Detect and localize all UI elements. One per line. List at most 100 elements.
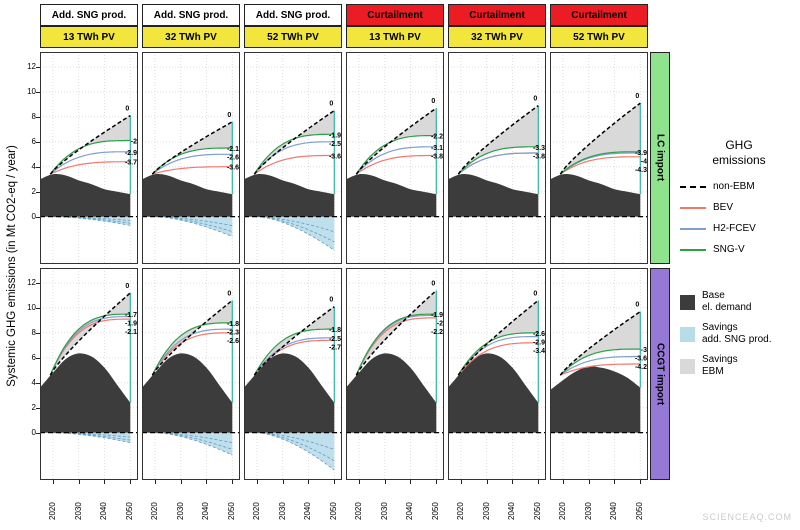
panel-border <box>244 52 342 264</box>
x-tick-label: 2050 <box>125 502 135 520</box>
legend-fill-item: Savings EBM <box>680 354 798 378</box>
x-tick-mark <box>308 480 310 484</box>
ebm-savings-area <box>458 105 539 175</box>
facet-strip-scenario-c3: Add. SNG prod. <box>244 4 342 26</box>
x-tick-mark <box>384 480 386 484</box>
bev-line <box>560 363 641 376</box>
base-demand-area <box>346 173 437 217</box>
y-tick-label: 10 <box>27 302 36 312</box>
legend-line-entries: non-EBM BEV H2-FCEV SNG-V <box>680 181 798 256</box>
annotation-saving: -2.1 <box>227 146 239 153</box>
h2fcev-line <box>355 146 437 175</box>
x-tick-mark <box>282 480 284 484</box>
annotation-saving: -2.7 <box>329 344 341 351</box>
h2fcev-line <box>151 153 233 175</box>
facet-strip-scenario-c6: Curtailment <box>550 4 648 26</box>
y-tick-mark <box>36 91 40 93</box>
sngv-line <box>559 151 641 175</box>
legend-fill-label: Savings add. SNG prod. <box>702 322 772 345</box>
h2fcev-line <box>49 151 131 175</box>
panel-plot: 0 -1.9 -2-2.2 <box>346 268 444 480</box>
panel-r1-c3: 0 -1.9 -2.5 -3.6 <box>244 52 342 264</box>
annotation-saving: -3.9 <box>635 150 647 157</box>
annotation-saving: -2.9 <box>125 150 137 157</box>
x-tick-mark <box>180 480 182 484</box>
annotation-saving: -1.9 <box>431 312 443 319</box>
x-tick-mark <box>460 480 462 484</box>
legend-line-sample-icon <box>680 207 706 209</box>
h2fcev-line <box>253 337 335 376</box>
non-ebm-line <box>355 289 437 376</box>
annotation-saving: -2.9 <box>533 339 545 346</box>
x-tick-mark <box>206 480 208 484</box>
x-tick-mark <box>232 480 234 484</box>
legend-series-label: BEV <box>713 202 734 213</box>
sng-savings-line <box>256 216 335 243</box>
y-tick-label: 4 <box>31 161 36 171</box>
legend-line-sample-icon <box>680 249 706 251</box>
y-tick-mark <box>36 282 40 284</box>
annotation-saving: -4 <box>641 158 647 165</box>
ebm-savings-area <box>560 103 641 175</box>
facet-strip-pv-c1: 13 TWh PV <box>40 26 138 48</box>
x-tick-label: 2050 <box>329 502 339 520</box>
y-tick-mark <box>36 166 40 168</box>
sngv-line <box>49 313 131 376</box>
facet-strip-scenario-c4: Curtailment <box>346 4 444 26</box>
x-tick-label: 2020 <box>149 502 159 520</box>
annotation-saving: -2.5 <box>329 336 341 343</box>
x-tick-mark <box>78 480 80 484</box>
x-tick-label: 2020 <box>47 502 57 520</box>
annotation-saving: -2.1 <box>125 329 137 336</box>
facet-strip-scenario-c1: Add. SNG prod. <box>40 4 138 26</box>
sng-savings-area <box>52 432 131 443</box>
annotation-saving: -2.2 <box>431 134 443 141</box>
ebm-savings-area <box>356 290 437 376</box>
x-tick-mark <box>104 480 106 484</box>
panel-r1-c6: 0 -3.9 -4 -4.3 <box>550 52 648 264</box>
non-ebm-line <box>559 310 641 376</box>
y-tick-label: 0 <box>31 427 36 437</box>
base-demand-area <box>40 173 131 217</box>
x-tick-label: 2030 <box>73 502 83 520</box>
panel-r2-c5: 0 -2.6 -2.9 -3.4 <box>448 268 546 480</box>
bev-line <box>152 166 233 175</box>
y-tick-mark <box>36 307 40 309</box>
x-tick-mark <box>52 480 54 484</box>
y-tick-label: 10 <box>27 86 36 96</box>
x-tick-label: 2030 <box>277 502 287 520</box>
annotation-saving: -3.6 <box>329 154 341 161</box>
base-demand-area <box>448 173 539 217</box>
base-demand-area <box>142 173 233 217</box>
annotation-zero: 0 <box>227 112 231 119</box>
y-axis-title: Systemic GHG emissions (in Mt CO2-eq / y… <box>6 145 18 387</box>
x-tick-label: 2040 <box>405 502 415 520</box>
facet-strip-row-1: LC import <box>650 52 670 264</box>
legend-series-label: H2-FCEV <box>713 223 756 234</box>
y-tick-mark <box>36 407 40 409</box>
panel-r2-c3: 0 -1.8 -2.5 -2.7 <box>244 268 342 480</box>
y-tick-mark <box>36 382 40 384</box>
y-tick-label: 12 <box>27 61 36 71</box>
y-tick-mark <box>36 432 40 434</box>
x-tick-mark <box>614 480 616 484</box>
panel-plot: 0 -1.7 -1.9-2.1 <box>40 268 138 480</box>
x-tick-mark <box>538 480 540 484</box>
non-ebm-line <box>151 121 233 175</box>
sngv-line <box>457 332 539 376</box>
legend-fill-label: Savings EBM <box>702 354 738 377</box>
legend-series-item: SNG-V <box>680 244 798 256</box>
annotation-zero: 0 <box>329 101 333 108</box>
y-tick-label: 6 <box>31 352 36 362</box>
y-tick-label: 0 <box>31 211 36 221</box>
legend-series-item: non-EBM <box>680 181 798 193</box>
facet-strip-pv-c5: 32 TWh PV <box>448 26 546 48</box>
facet-strip-pv-c2: 32 TWh PV <box>142 26 240 48</box>
sng-savings-area <box>256 216 335 251</box>
panel-plot: 0 -2.1 -2.6 -3.6 <box>142 52 240 264</box>
panel-r1-c4: 0 -2.2 -3.1 -3.8 <box>346 52 444 264</box>
bev-line <box>253 154 335 175</box>
ebm-savings-area <box>254 306 335 376</box>
x-tick-mark <box>334 480 336 484</box>
bev-line <box>559 156 641 175</box>
